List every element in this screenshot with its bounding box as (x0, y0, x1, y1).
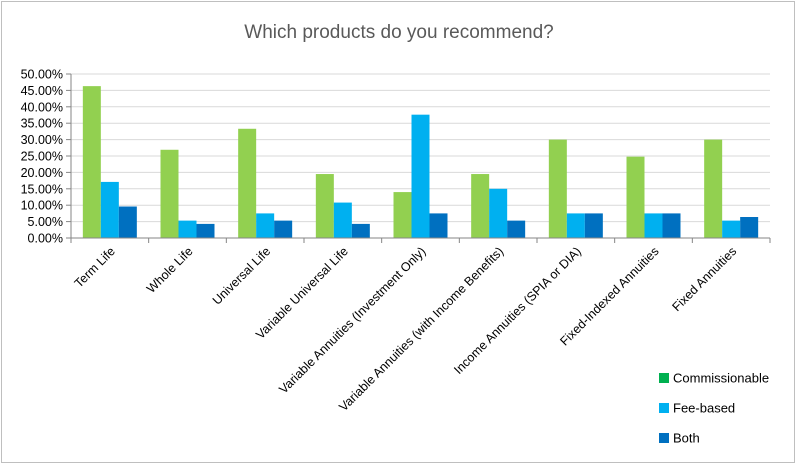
bar-both (118, 206, 137, 238)
chart-title: Which products do you recommend? (244, 22, 553, 43)
x-category-label: Variable Annuities (with Income Benefits… (336, 244, 506, 414)
y-tick-label: 5.00% (28, 215, 63, 229)
y-tick-label: 15.00% (21, 182, 63, 196)
legend-swatch (659, 433, 669, 443)
bar-commissionable (160, 149, 179, 238)
x-category-label: Universal Life (210, 244, 273, 307)
axes: 0.00% 5.00% 10.00% 15.00% 20.00% 25.00% 30.00%… (21, 68, 771, 414)
bar-both (507, 220, 526, 238)
bar-fee-based (722, 220, 741, 238)
y-tick-label: 40.00% (21, 100, 63, 114)
bar-fee-based (644, 213, 663, 238)
bar-both (196, 223, 215, 238)
bar-both (740, 217, 759, 238)
bar-fee-based (333, 202, 352, 238)
bar-fee-based (256, 213, 275, 238)
y-tick-label: 45.00% (21, 84, 63, 98)
legend-swatch (659, 373, 669, 383)
bar-commissionable (704, 139, 723, 238)
bar-commissionable (315, 174, 334, 238)
x-category-label: Income Annuities (SPIA or DIA) (451, 244, 584, 377)
bar-commissionable (626, 156, 645, 238)
bar-both (662, 213, 681, 238)
bar-fee-based (100, 181, 119, 238)
bar-both (274, 220, 293, 238)
bar-commissionable (82, 86, 101, 238)
bar-both (351, 223, 370, 238)
legend-swatch (659, 403, 669, 413)
y-tick-label: 0.00% (28, 232, 63, 246)
bars (82, 86, 759, 238)
legend-label: Fee-based (673, 401, 735, 416)
bar-commissionable (393, 192, 412, 238)
bar-commissionable (471, 174, 490, 238)
x-category-label: Fixed Annuities (669, 244, 739, 314)
legend-label: Commissionable (673, 371, 769, 386)
bar-fee-based (566, 213, 585, 238)
legend: Commissionable Fee-based Both (659, 371, 769, 446)
x-category-label: Term Life (72, 244, 118, 290)
y-tick-label: 10.00% (21, 199, 63, 213)
y-tick-label: 50.00% (21, 68, 63, 82)
bar-commissionable (548, 139, 567, 238)
bar-fee-based (178, 220, 197, 238)
legend-label: Both (673, 431, 700, 446)
y-tick-label: 25.00% (21, 150, 63, 164)
bar-commissionable (238, 128, 257, 238)
y-tick-label: 30.00% (21, 133, 63, 147)
y-tick-label: 20.00% (21, 166, 63, 180)
bar-fee-based (411, 114, 430, 238)
bar-both (584, 213, 603, 238)
bar-both (429, 213, 448, 238)
x-category-label: Whole Life (144, 244, 196, 296)
x-category-label: Variable Annuities (Investment Only) (276, 244, 428, 396)
y-tick-label: 35.00% (21, 117, 63, 131)
bar-fee-based (489, 188, 508, 238)
